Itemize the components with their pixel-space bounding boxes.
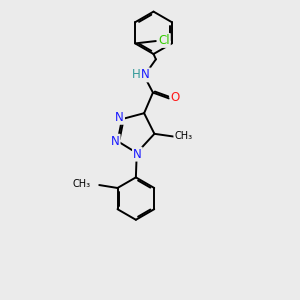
Text: N: N (133, 148, 142, 160)
Text: N: N (141, 68, 150, 81)
Text: N: N (115, 111, 124, 124)
Text: O: O (170, 92, 180, 104)
Text: CH₃: CH₃ (174, 131, 192, 141)
Text: CH₃: CH₃ (72, 179, 90, 190)
Text: Cl: Cl (158, 34, 170, 47)
Text: N: N (111, 135, 120, 148)
Text: H: H (131, 68, 140, 81)
